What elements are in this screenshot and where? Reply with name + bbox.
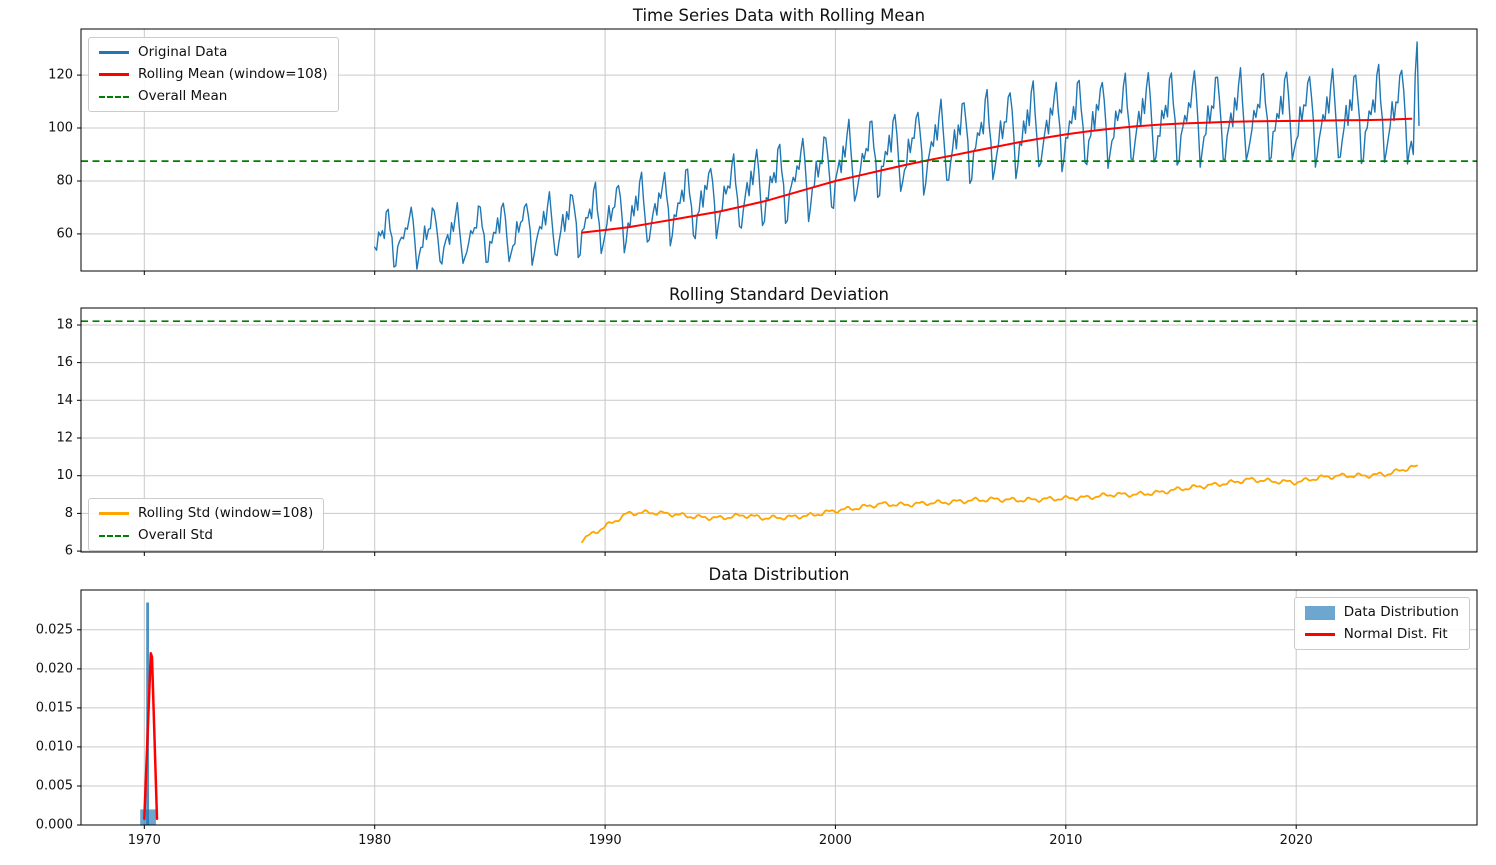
histogram-patch-sample (1304, 605, 1335, 620)
y-tick-label: 0.010 (36, 739, 73, 754)
x-tick-label: 2010 (1049, 833, 1082, 848)
normal-fit-line (143, 651, 159, 821)
overall-mean-dashed-sample (99, 95, 129, 98)
subplot-data-distribution: 1970 1980 1990 2000 2010 2020 0.000 0.005 0.010 0… (36, 589, 1478, 848)
rolling-mean-line-sample (99, 73, 129, 76)
legend-label: Overall Mean (138, 88, 228, 104)
y-tick-label: 18 (56, 318, 73, 333)
y-tick-label: 8 (65, 506, 73, 521)
x-tick-label: 1980 (358, 833, 391, 848)
legend-label: Overall Std (138, 527, 213, 543)
rolling-mean-line (581, 117, 1413, 234)
legend-label: Rolling Std (window=108) (138, 505, 314, 521)
y-tick-label: 14 (56, 393, 73, 408)
axes-spines (80, 307, 1478, 553)
y-tick-label: 0.005 (36, 779, 73, 794)
y-tick-label: 60 (56, 226, 73, 241)
x-tick-label: 2000 (819, 833, 852, 848)
y-tick-label: 120 (48, 68, 73, 83)
legend-item-normal-fit: Normal Dist. Fit (1304, 626, 1459, 643)
legend-data-distribution: Data Distribution Normal Dist. Fit (1293, 597, 1470, 650)
legend-label: Rolling Mean (window=108) (138, 66, 328, 82)
y-tick-label: 0.025 (36, 622, 73, 637)
rolling-std-line (581, 464, 1418, 544)
y-tick-label: 0.015 (36, 700, 73, 715)
y-tick-label: 10 (56, 468, 73, 483)
x-tick-label: 2020 (1280, 833, 1313, 848)
x-tick-label: 1970 (128, 833, 161, 848)
chart-title-rolling-std: Rolling Standard Deviation (669, 285, 889, 304)
y-tick-label: 16 (56, 355, 73, 370)
legend-rolling-mean: Original Data Rolling Mean (window=108) … (88, 37, 339, 112)
legend-item-rolling-mean: Rolling Mean (window=108) (99, 66, 328, 83)
legend-item-rolling-std: Rolling Std (window=108) (99, 505, 313, 522)
legend-label: Normal Dist. Fit (1343, 626, 1448, 642)
legend-item-original-data: Original Data (99, 44, 328, 61)
legend-rolling-std: Rolling Std (window=108) Overall Std (88, 498, 325, 551)
legend-label: Data Distribution (1343, 604, 1459, 620)
original-data-line-sample (99, 51, 129, 54)
subplot-time-series-rolling-mean: 60 80 100 120 (48, 28, 1478, 275)
y-tick-label: 0.020 (36, 661, 73, 676)
normal-fit-line-sample (1304, 633, 1335, 636)
y-tick-label: 0.000 (36, 818, 73, 833)
original-data-line (374, 41, 1420, 270)
chart-title-data-distribution: Data Distribution (708, 565, 850, 584)
legend-item-overall-mean: Overall Mean (99, 88, 328, 105)
legend-item-overall-std: Overall Std (99, 527, 313, 544)
legend-label: Original Data (138, 44, 228, 60)
overall-std-dashed-sample (99, 534, 129, 537)
rolling-std-line-sample (99, 512, 129, 515)
y-tick-label: 100 (48, 121, 73, 136)
axes-spines (80, 28, 1478, 272)
legend-item-data-distribution: Data Distribution (1304, 604, 1459, 621)
x-tick-label: 1990 (589, 833, 622, 848)
chart-title-rolling-mean: Time Series Data with Rolling Mean (632, 6, 926, 25)
y-tick-label: 80 (56, 174, 73, 189)
y-tick-label: 6 (65, 544, 73, 559)
y-tick-label: 12 (56, 431, 73, 446)
